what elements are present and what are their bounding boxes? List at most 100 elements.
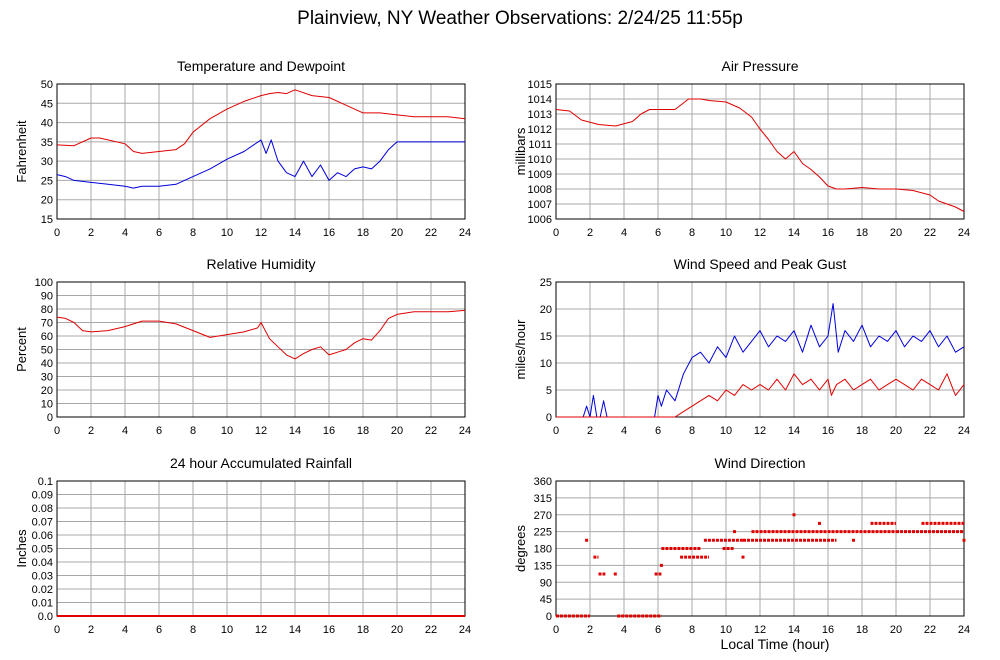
wind-xtick-label: 12 xyxy=(754,425,766,437)
rain-xtick-label: 24 xyxy=(459,624,471,636)
pressure-ylabel: millibars xyxy=(513,127,528,175)
humidity-xtick-label: 20 xyxy=(391,425,403,437)
temp-xtick-label: 16 xyxy=(323,227,335,239)
wind-xtick-label: 8 xyxy=(689,425,695,437)
direction-ytick-label: 360 xyxy=(534,476,552,488)
pressure-ytick-label: 1015 xyxy=(528,79,552,91)
humidity-ytick-label: 20 xyxy=(41,385,53,397)
rain-ytick-label: 0.0 xyxy=(38,611,53,623)
rain-ytick-label: 0.05 xyxy=(32,544,53,556)
temp-ytick-label: 20 xyxy=(41,195,53,207)
temp-xtick-label: 8 xyxy=(190,227,196,239)
temp-chart: Temperature and Dewpoint1520253035404550… xyxy=(14,58,471,239)
rain-ylabel: Inches xyxy=(14,529,29,568)
temp-ytick-label: 50 xyxy=(41,79,53,91)
direction-point xyxy=(733,530,736,534)
direction-xtick-label: 24 xyxy=(958,624,970,636)
temp-series-blue xyxy=(56,139,465,189)
rain-xtick-label: 10 xyxy=(221,624,233,636)
temp-xtick-label: 2 xyxy=(88,227,94,239)
direction-point xyxy=(741,555,745,559)
pressure-ytick-label: 1010 xyxy=(528,154,552,166)
wind-xtick-label: 22 xyxy=(924,425,936,437)
humidity-ytick-label: 30 xyxy=(41,372,53,384)
pressure-ytick-label: 1013 xyxy=(528,109,552,121)
humidity-xtick-label: 8 xyxy=(190,425,196,437)
direction-ytick-label: 90 xyxy=(540,577,552,589)
wind-xtick-label: 20 xyxy=(890,425,902,437)
wind-ytick-label: 20 xyxy=(540,304,552,316)
temp-xtick-label: 20 xyxy=(391,227,403,239)
direction-plot-frame xyxy=(555,480,965,617)
temp-xtick-label: 24 xyxy=(459,227,471,239)
temp-ytick-label: 15 xyxy=(41,214,53,226)
direction-ytick-label: 45 xyxy=(540,594,552,606)
humidity-series-red xyxy=(56,309,466,360)
direction-xtick-label: 22 xyxy=(924,624,936,636)
direction-ytick-label: 135 xyxy=(534,560,552,572)
wind-title: Wind Speed and Peak Gust xyxy=(674,256,847,272)
humidity-xtick-label: 2 xyxy=(88,425,94,437)
direction-xtick-label: 8 xyxy=(689,624,695,636)
page-title: Plainview, NY Weather Observations: 2/24… xyxy=(297,8,743,29)
humidity-xtick-label: 16 xyxy=(323,425,335,437)
temp-xtick-label: 10 xyxy=(221,227,233,239)
direction-xtick-label: 10 xyxy=(720,624,732,636)
direction-point xyxy=(962,538,966,542)
pressure-chart: Air Pressure1006100710081009101010111012… xyxy=(513,58,970,239)
wind-ytick-label: 0 xyxy=(546,412,552,424)
direction-ytick-label: 180 xyxy=(534,544,552,556)
humidity-xtick-label: 24 xyxy=(459,425,471,437)
direction-ytick-label: 315 xyxy=(534,493,552,505)
wind-xtick-label: 4 xyxy=(621,425,627,437)
humidity-xtick-label: 12 xyxy=(255,425,267,437)
direction-xtick-label: 12 xyxy=(754,624,766,636)
rain-ytick-label: 0.04 xyxy=(32,557,53,569)
rain-title: 24 hour Accumulated Rainfall xyxy=(170,455,352,471)
pressure-xtick-label: 0 xyxy=(553,227,559,239)
humidity-ytick-label: 90 xyxy=(41,291,53,303)
temp-series-red xyxy=(56,89,466,154)
rain-xtick-label: 12 xyxy=(255,624,267,636)
pressure-xtick-label: 8 xyxy=(689,227,695,239)
direction-xtick-label: 4 xyxy=(621,624,627,636)
wind-ylabel: miles/hour xyxy=(513,319,528,380)
wind-xtick-label: 0 xyxy=(553,425,559,437)
direction-xtick-label: 18 xyxy=(856,624,868,636)
direction-point xyxy=(852,538,855,542)
wind-xtick-label: 16 xyxy=(822,425,834,437)
humidity-ytick-label: 40 xyxy=(41,358,53,370)
temp-xtick-label: 22 xyxy=(425,227,437,239)
temp-xtick-label: 0 xyxy=(54,227,60,239)
direction-xtick-label: 0 xyxy=(553,624,559,636)
direction-point xyxy=(659,563,663,567)
pressure-series-red xyxy=(555,98,965,212)
humidity-ytick-label: 50 xyxy=(41,345,53,357)
humidity-ytick-label: 80 xyxy=(41,304,53,316)
pressure-title: Air Pressure xyxy=(721,58,798,74)
pressure-xtick-label: 16 xyxy=(822,227,834,239)
rain-xtick-label: 18 xyxy=(357,624,369,636)
direction-ytick-label: 225 xyxy=(534,527,552,539)
pressure-xtick-label: 14 xyxy=(788,227,800,239)
humidity-xtick-label: 6 xyxy=(156,425,162,437)
pressure-ytick-label: 1012 xyxy=(528,124,552,136)
shared-x-axis-label: Local Time (hour) xyxy=(720,636,830,652)
humidity-ylabel: Percent xyxy=(14,327,29,372)
direction-point xyxy=(792,513,796,517)
temp-xtick-label: 14 xyxy=(289,227,301,239)
pressure-ytick-label: 1007 xyxy=(528,199,552,211)
temp-ytick-label: 45 xyxy=(41,98,53,110)
temp-ylabel: Fahrenheit xyxy=(14,120,29,183)
rain-ytick-label: 0.08 xyxy=(32,503,53,515)
wind-xtick-label: 14 xyxy=(788,425,800,437)
temp-ytick-label: 25 xyxy=(41,175,53,187)
rain-xtick-label: 16 xyxy=(323,624,335,636)
wind-xtick-label: 24 xyxy=(958,425,970,437)
rain-ytick-label: 0.09 xyxy=(32,490,53,502)
wind-xtick-label: 2 xyxy=(587,425,593,437)
rain-xtick-label: 22 xyxy=(425,624,437,636)
temp-ytick-label: 40 xyxy=(41,118,53,130)
temp-ytick-label: 30 xyxy=(41,156,53,168)
